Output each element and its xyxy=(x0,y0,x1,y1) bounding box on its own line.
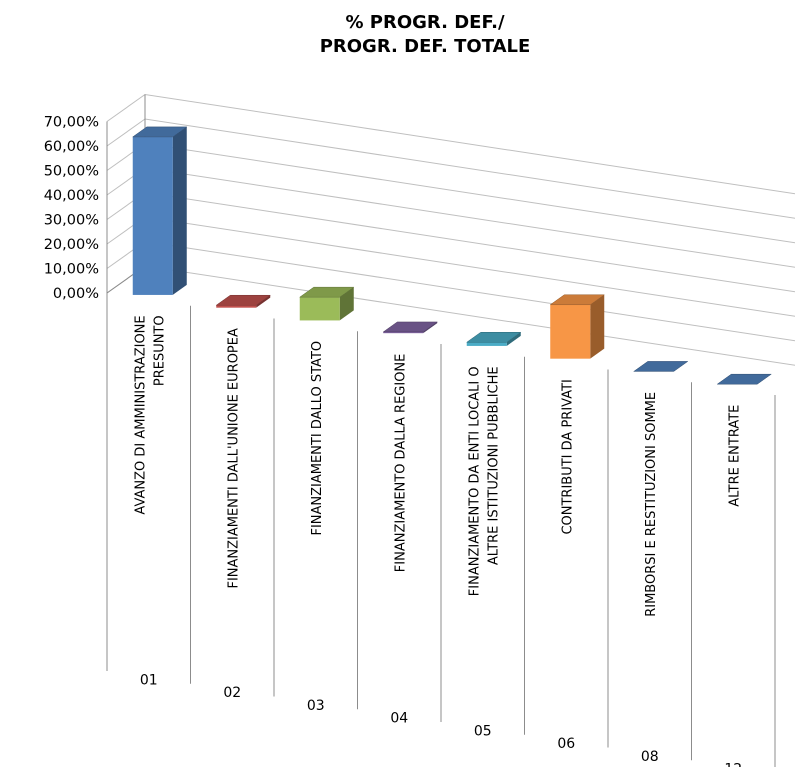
gridline-0 xyxy=(106,265,795,366)
bars xyxy=(131,126,773,385)
bar-2-side xyxy=(339,287,354,321)
bar-5 xyxy=(549,294,606,359)
bar-1-front xyxy=(216,305,257,308)
bar-2-front xyxy=(299,297,340,321)
category-code-1: 02 xyxy=(223,685,241,701)
bar-4-front xyxy=(466,342,507,346)
axes xyxy=(106,94,776,767)
category-code-5: 06 xyxy=(557,736,575,752)
bar-0-side xyxy=(172,126,187,295)
category-labels: AVANZO DI AMMINISTRAZIONE PRESUNTO 01 FINAN… xyxy=(133,315,742,767)
bar-1-side xyxy=(256,295,271,308)
gridline-1 xyxy=(106,240,795,342)
bar-7-top xyxy=(716,373,773,385)
chart-title-line-1: % PROGR. DEF./ xyxy=(345,12,504,33)
bar-2-top xyxy=(298,286,355,298)
y-tick-label-0: 0,00% xyxy=(53,286,99,302)
category-label-4-line-1: ALTRE ISTITUZIONI PUBBLICHE xyxy=(486,366,501,565)
y-tick-label-1: 10,00% xyxy=(44,262,99,278)
category-label-5-line-0: CONTRIBUTI DA PRIVATI xyxy=(560,379,575,534)
gridline-7 xyxy=(106,93,795,195)
category-label-0-line-0: AVANZO DI AMMINISTRAZIONE xyxy=(133,315,148,514)
category-label-6-line-0: RIMBORSI E RESTITUZIONI SOMME xyxy=(644,392,659,617)
category-code-4: 05 xyxy=(474,723,492,739)
bar-4 xyxy=(465,332,522,346)
gridline-6 xyxy=(106,118,795,219)
bar-1-top xyxy=(215,294,272,306)
category-code-0: 01 xyxy=(140,672,158,688)
bar-4-top xyxy=(465,332,522,343)
category-code-6: 08 xyxy=(641,749,659,765)
category-code-2: 03 xyxy=(307,698,325,714)
y-tick-label-4: 40,00% xyxy=(44,188,99,204)
y-tick-label-6: 60,00% xyxy=(44,139,99,155)
y-axis-ticks: 0,00% 10,00% 20,00% 30,00% 40,00% 50,00% 60,00… xyxy=(44,115,99,303)
category-code-7: 12 xyxy=(724,762,742,767)
y-tick-label-7: 70,00% xyxy=(44,115,99,131)
chart-title-line-2: PROGR. DEF. TOTALE xyxy=(320,36,531,57)
bar-6-top xyxy=(632,361,689,372)
bar-4-side xyxy=(506,332,521,346)
y-tick-label-3: 30,00% xyxy=(44,213,99,229)
gridline-4 xyxy=(106,167,795,268)
bar-5-top xyxy=(549,294,606,306)
category-label-3-line-0: FINANZIAMENTO DALLA REGIONE xyxy=(393,354,408,573)
category-label-4-line-0: FINANZIAMENTO DA ENTI LOCALI O xyxy=(467,366,482,596)
bar-5-side xyxy=(590,294,605,359)
bar-7 xyxy=(716,373,773,385)
bar-0-front xyxy=(132,136,173,295)
gridlines xyxy=(106,93,795,366)
gridline-2 xyxy=(106,216,795,317)
category-code-3: 04 xyxy=(390,711,408,727)
category-label-7-line-0: ALTRE ENTRATE xyxy=(727,405,742,507)
gridline-3 xyxy=(106,191,795,293)
bar-0-top xyxy=(131,126,188,138)
category-label-1-line-0: FINANZIAMENTI DALL'UNIONE EUROPEA xyxy=(226,328,241,589)
bar-2 xyxy=(298,286,355,321)
category-label-2-line-0: FINANZIAMENTI DALLO STATO xyxy=(310,341,325,536)
bar-3-front xyxy=(383,331,424,334)
bar-0 xyxy=(131,126,188,295)
bar-5-front xyxy=(550,304,591,359)
bar-3 xyxy=(382,321,439,334)
bar-3-top xyxy=(382,321,439,333)
y-tick-label-2: 20,00% xyxy=(44,237,99,253)
bar-1 xyxy=(215,294,272,308)
bar-6 xyxy=(632,361,689,372)
gridline-5 xyxy=(106,142,795,244)
category-label-0-line-1: PRESUNTO xyxy=(152,315,167,386)
y-tick-label-5: 50,00% xyxy=(44,164,99,180)
